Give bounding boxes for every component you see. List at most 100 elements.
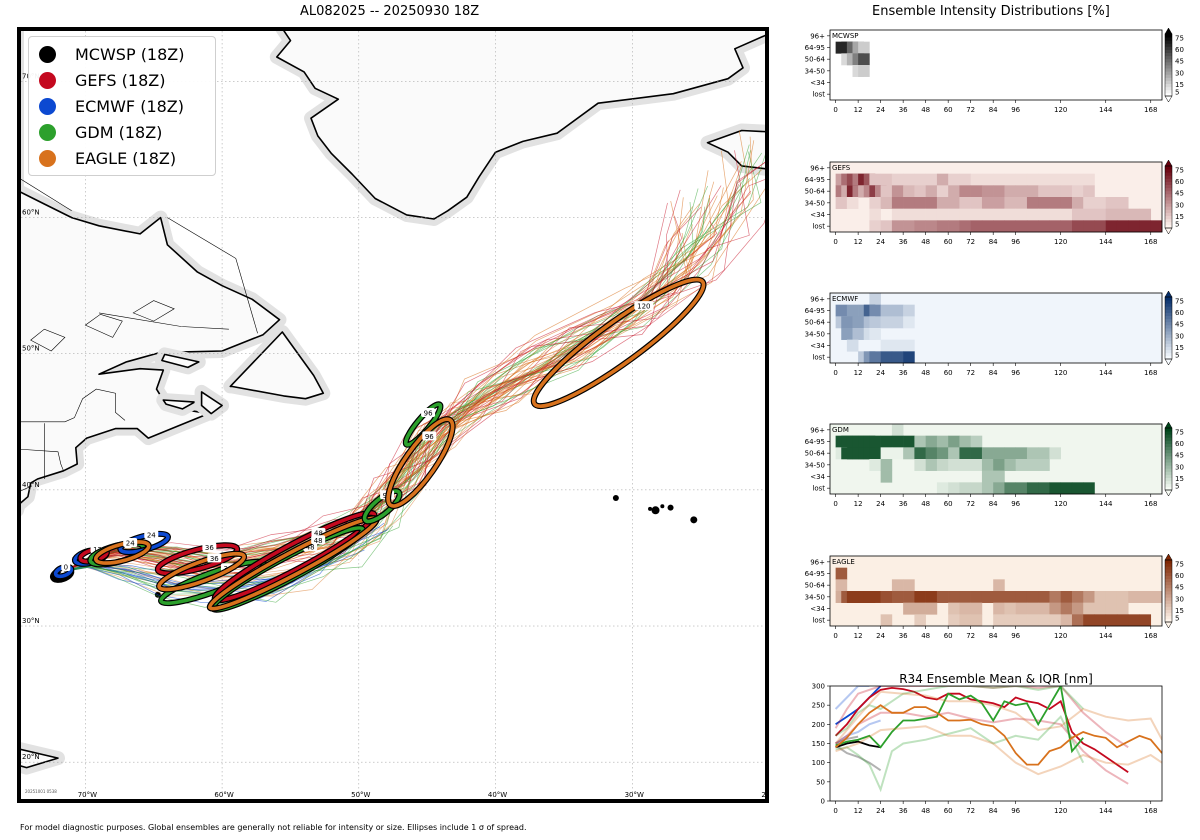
- x-tick-label: 0: [833, 106, 837, 114]
- y-tick-label: 96+: [810, 558, 825, 566]
- heatmap-cell: [981, 482, 994, 495]
- heatmap-cell: [993, 591, 1005, 603]
- heatmap-cell: [891, 579, 904, 592]
- lat-label: 60°N: [22, 209, 40, 217]
- heatmap-cell: [1071, 185, 1084, 198]
- colorbar-top-arrow: [1164, 159, 1173, 167]
- border-line: [98, 312, 229, 330]
- greenland-coast: [276, 27, 769, 220]
- panel-gefs: GEFS 96+ 64-95 50-64 34-50 <34 lost 0 12 24 36 48 60…: [805, 159, 1184, 246]
- heatmap-cell: [948, 208, 960, 221]
- heatmap-cell: [858, 41, 870, 54]
- heatmap-cell: [959, 220, 971, 233]
- heatmap-cell: [1060, 614, 1073, 627]
- x-tick-label: 96: [1011, 369, 1020, 377]
- heatmap-cell: [1083, 173, 1095, 186]
- track-map: 20°N30°N40°N50°N60°N70°N70°W60°W50°W40°W…: [17, 27, 769, 803]
- heatmap-cell: [1015, 482, 1028, 495]
- heatmap-cell: [1038, 459, 1050, 471]
- y-tick-label: 34-50: [805, 67, 825, 75]
- colorbar-tick-label: 45: [1175, 58, 1184, 66]
- heatmap-cell: [948, 482, 960, 495]
- heatmap-cell: [1049, 602, 1062, 615]
- colorbar-segment: [1165, 569, 1172, 573]
- colorbar-tick-label: 60: [1175, 178, 1184, 186]
- r34-chart: R34 Ensemble Mean & IQR [nm] 0 50 100 150 200…: [812, 672, 1163, 815]
- colorbar-segment: [1165, 172, 1172, 176]
- heatmap-cell: [891, 304, 904, 317]
- colorbar-tick-label: 5: [1175, 615, 1179, 623]
- heatmap-cell: [880, 339, 893, 352]
- heatmap-cell: [914, 591, 926, 603]
- heatmap-cell: [981, 173, 994, 186]
- heatmap-cell: [1015, 591, 1028, 603]
- panel-mcwsp: MCWSP 96+ 64-95 50-64 34-50 <34 lost 0 12 24 36 48 6…: [805, 27, 1184, 114]
- colorbar-tick-label: 15: [1175, 81, 1184, 89]
- heatmap-cell: [1026, 614, 1039, 627]
- heatmap-cell: [880, 197, 893, 209]
- r34-series-ecmwf-iqr-high: [834, 686, 870, 710]
- colorbar-segment: [1165, 615, 1172, 620]
- heatmap-cell: [1026, 591, 1039, 603]
- island: [612, 495, 619, 502]
- colorbar-bottom-arrow: [1164, 95, 1173, 103]
- heatmap-cell: [1128, 208, 1140, 221]
- heatmap-cell: [1038, 591, 1050, 603]
- heatmap-cell: [880, 351, 893, 364]
- colorbar-segment: [1165, 584, 1172, 589]
- ellipse-label-text: 36: [210, 555, 219, 563]
- heatmap-cell: [1060, 482, 1073, 495]
- colorbar-segment: [1165, 221, 1172, 226]
- r34-x-tick-label: 24: [876, 807, 885, 815]
- r34-series-ecmwf-iqr-low: [835, 719, 881, 745]
- x-tick-label: 12: [854, 369, 863, 377]
- colorbar-tick-label: 30: [1175, 332, 1184, 340]
- heatmap-cell: [846, 339, 859, 352]
- heatmap-cell: [993, 197, 1005, 209]
- heatmap-cell: [1116, 208, 1129, 221]
- ellipse-label-text: 120: [637, 303, 650, 311]
- heatmap-cell: [891, 197, 904, 209]
- heatmap-cell: [948, 614, 960, 627]
- heatmap-cell: [925, 447, 938, 460]
- x-tick-label: 0: [833, 632, 837, 640]
- ellipse-label-text: 48: [306, 544, 315, 552]
- heatmap-cell: [1071, 591, 1084, 603]
- heatmap-cell: [970, 208, 983, 221]
- heatmap-cell: [858, 65, 870, 77]
- y-tick-label: lost: [812, 617, 825, 625]
- colorbar-segment: [1165, 303, 1172, 307]
- heatmap-cell: [925, 435, 938, 448]
- colorbar-bottom-arrow: [1164, 227, 1173, 235]
- x-tick-label: 48: [921, 500, 930, 508]
- legend-item-eagle: EAGLE (18Z): [39, 147, 176, 169]
- colorbar-segment: [1165, 61, 1172, 66]
- x-tick-label: 12: [854, 500, 863, 508]
- heatmap-cell: [903, 208, 915, 221]
- heatmap-cell: [1060, 208, 1073, 221]
- ellipse-label-bg: [421, 408, 436, 418]
- heatmap-cell: [981, 220, 994, 233]
- x-tick-label: 144: [1099, 632, 1113, 640]
- x-tick-label: 120: [1054, 500, 1067, 508]
- heatmap-cell: [925, 591, 938, 603]
- x-tick-label: 60: [944, 500, 953, 508]
- heatmap-cell: [925, 197, 938, 209]
- heatmap-cell: [1071, 220, 1084, 233]
- heatmap-cell: [993, 220, 1005, 233]
- heatmap-cell: [1004, 173, 1016, 186]
- colorbar-segment: [1165, 206, 1172, 210]
- legend-marker: [39, 71, 56, 89]
- heatmap-cell: [1060, 602, 1073, 615]
- y-tick-label: 64-95: [805, 307, 825, 315]
- heatmap-cell: [880, 173, 893, 186]
- x-tick-label: 120: [1054, 632, 1067, 640]
- heatmap-cell: [891, 435, 904, 448]
- colorbar-tick-label: 5: [1175, 352, 1179, 360]
- heatmap-cell: [936, 185, 949, 198]
- colorbar-segment: [1165, 349, 1172, 354]
- x-tick-label: 168: [1144, 369, 1157, 377]
- y-tick-label: 50-64: [805, 188, 826, 196]
- heatmap-cell: [835, 304, 848, 317]
- r34-x-tick-label: 144: [1099, 807, 1113, 815]
